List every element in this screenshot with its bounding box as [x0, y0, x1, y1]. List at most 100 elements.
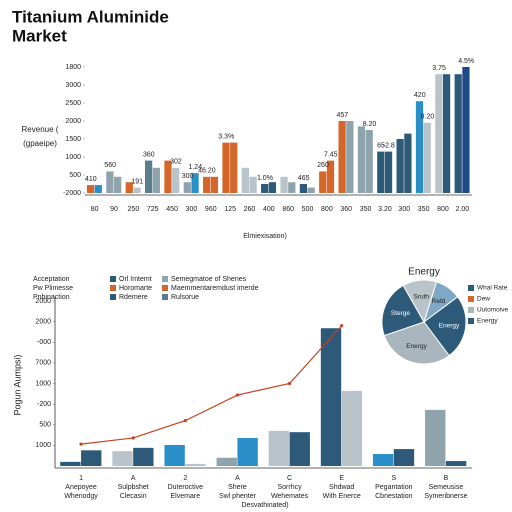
- x-tick-label: 450: [166, 206, 178, 213]
- bar: [114, 176, 122, 193]
- bar: [396, 139, 404, 193]
- bar: [384, 151, 393, 193]
- slice-label: Sruth: [414, 294, 430, 301]
- x-tick-label: Duteroctive: [168, 484, 204, 491]
- x-tick-label: E: [339, 475, 344, 482]
- bar: [423, 122, 431, 193]
- x-axis-label: Elmiexisation): [243, 233, 287, 240]
- x-tick-label: 300: [186, 206, 198, 213]
- legend-swatch: [468, 296, 474, 302]
- legend-label: Orl Imtemt: [119, 276, 152, 283]
- title: Titanium Aluminide: [12, 7, 169, 26]
- pie-slice: [381, 284, 425, 337]
- legend-swatch: [110, 285, 116, 291]
- y-tick-label: 7000: [35, 360, 51, 367]
- x-tick-label: With Enerce: [323, 493, 361, 500]
- x-tick-label: 3.20: [378, 206, 392, 213]
- legend-swatch: [110, 276, 116, 282]
- x-tick-label: Wehemates: [271, 493, 309, 500]
- y-axis-label: (gpaeipe): [23, 139, 57, 148]
- legend-label: Horomarte: [119, 285, 152, 292]
- legend-label: Rdemere: [119, 294, 148, 301]
- annotation: 420: [414, 92, 426, 99]
- bar: [183, 182, 191, 193]
- annotation: 1.24: [188, 164, 202, 171]
- bar: [241, 167, 249, 193]
- legend-label: Semegmatoe of Shenes: [171, 276, 247, 283]
- bar: [346, 121, 354, 193]
- annotation: 465: [298, 175, 310, 182]
- bar: [299, 184, 308, 193]
- bar: [341, 390, 363, 466]
- x-tick-label: 500: [302, 206, 314, 213]
- annotation: 4.5%: [458, 58, 474, 65]
- line: [80, 325, 343, 445]
- legend-swatch: [162, 276, 168, 282]
- bar: [357, 126, 366, 193]
- annotation: 7.45: [324, 151, 338, 158]
- x-tick-label: 800: [437, 206, 449, 213]
- bar: [210, 176, 219, 193]
- legend-swatch: [162, 285, 168, 291]
- bar: [415, 101, 424, 193]
- bar: [125, 182, 133, 193]
- x-tick-label: 125: [224, 206, 236, 213]
- annotation: 457: [337, 112, 349, 119]
- y-tick-label: 3000: [65, 82, 81, 89]
- y-tick-label: 500: [69, 172, 81, 179]
- annotation: 46.20: [198, 168, 216, 175]
- title: Market: [12, 26, 67, 45]
- y-axis-label: Revenue (: [22, 125, 59, 134]
- bar: [81, 450, 102, 466]
- x-tick-label: 80: [91, 206, 99, 213]
- bar: [454, 74, 462, 193]
- bar: [268, 182, 277, 193]
- pie-slice: [383, 321, 450, 365]
- bar: [268, 430, 290, 466]
- legend-swatch: [468, 285, 474, 291]
- bar: [86, 185, 95, 193]
- y-tick-label: 2000: [65, 118, 81, 125]
- y-tick-label: 1000: [35, 442, 51, 449]
- bar: [230, 142, 238, 193]
- x-tick-label: Elvemare: [171, 493, 201, 500]
- y-tick-label: 2500: [65, 100, 81, 107]
- bar: [106, 171, 114, 193]
- y-tick-label: 2000: [35, 298, 51, 305]
- bar: [445, 461, 467, 466]
- x-tick-label: 90: [110, 206, 118, 213]
- annotation: 191: [131, 178, 143, 185]
- legend-swatch: [468, 318, 474, 324]
- legend-swatch: [468, 307, 474, 313]
- bar: [435, 74, 443, 193]
- bar: [133, 187, 141, 193]
- annotation: 8.20: [421, 114, 435, 121]
- x-tick-label: Anepoyee: [65, 484, 97, 491]
- x-tick-label: 350: [418, 206, 430, 213]
- bar: [289, 432, 310, 466]
- bar: [60, 461, 81, 466]
- bar: [280, 176, 288, 193]
- annotation: 300: [182, 173, 194, 180]
- x-tick-label: A: [131, 475, 136, 482]
- x-tick-label: 1: [79, 475, 83, 482]
- bar: [404, 133, 412, 193]
- annotation: 3.3%: [218, 133, 234, 140]
- slice-label: Energy: [406, 343, 427, 350]
- bar: [191, 173, 199, 193]
- x-tick-label: C: [287, 475, 292, 482]
- legend-note: Pw Plimesse: [33, 285, 73, 292]
- legend-label: Uutomoive: [477, 307, 508, 314]
- legend-note: Pnbinaction: [33, 294, 70, 301]
- bar: [152, 167, 160, 193]
- x-tick-label: 960: [205, 206, 217, 213]
- legend-swatch: [110, 294, 116, 300]
- x-tick-label: 250: [128, 206, 140, 213]
- x-tick-label: 260: [244, 206, 256, 213]
- x-tick-label: 360: [340, 206, 352, 213]
- legend-label: Dew: [477, 296, 490, 303]
- annotation: 410: [85, 176, 97, 183]
- x-tick-label: Clecasin: [120, 493, 147, 500]
- x-tick-label: 300: [398, 206, 410, 213]
